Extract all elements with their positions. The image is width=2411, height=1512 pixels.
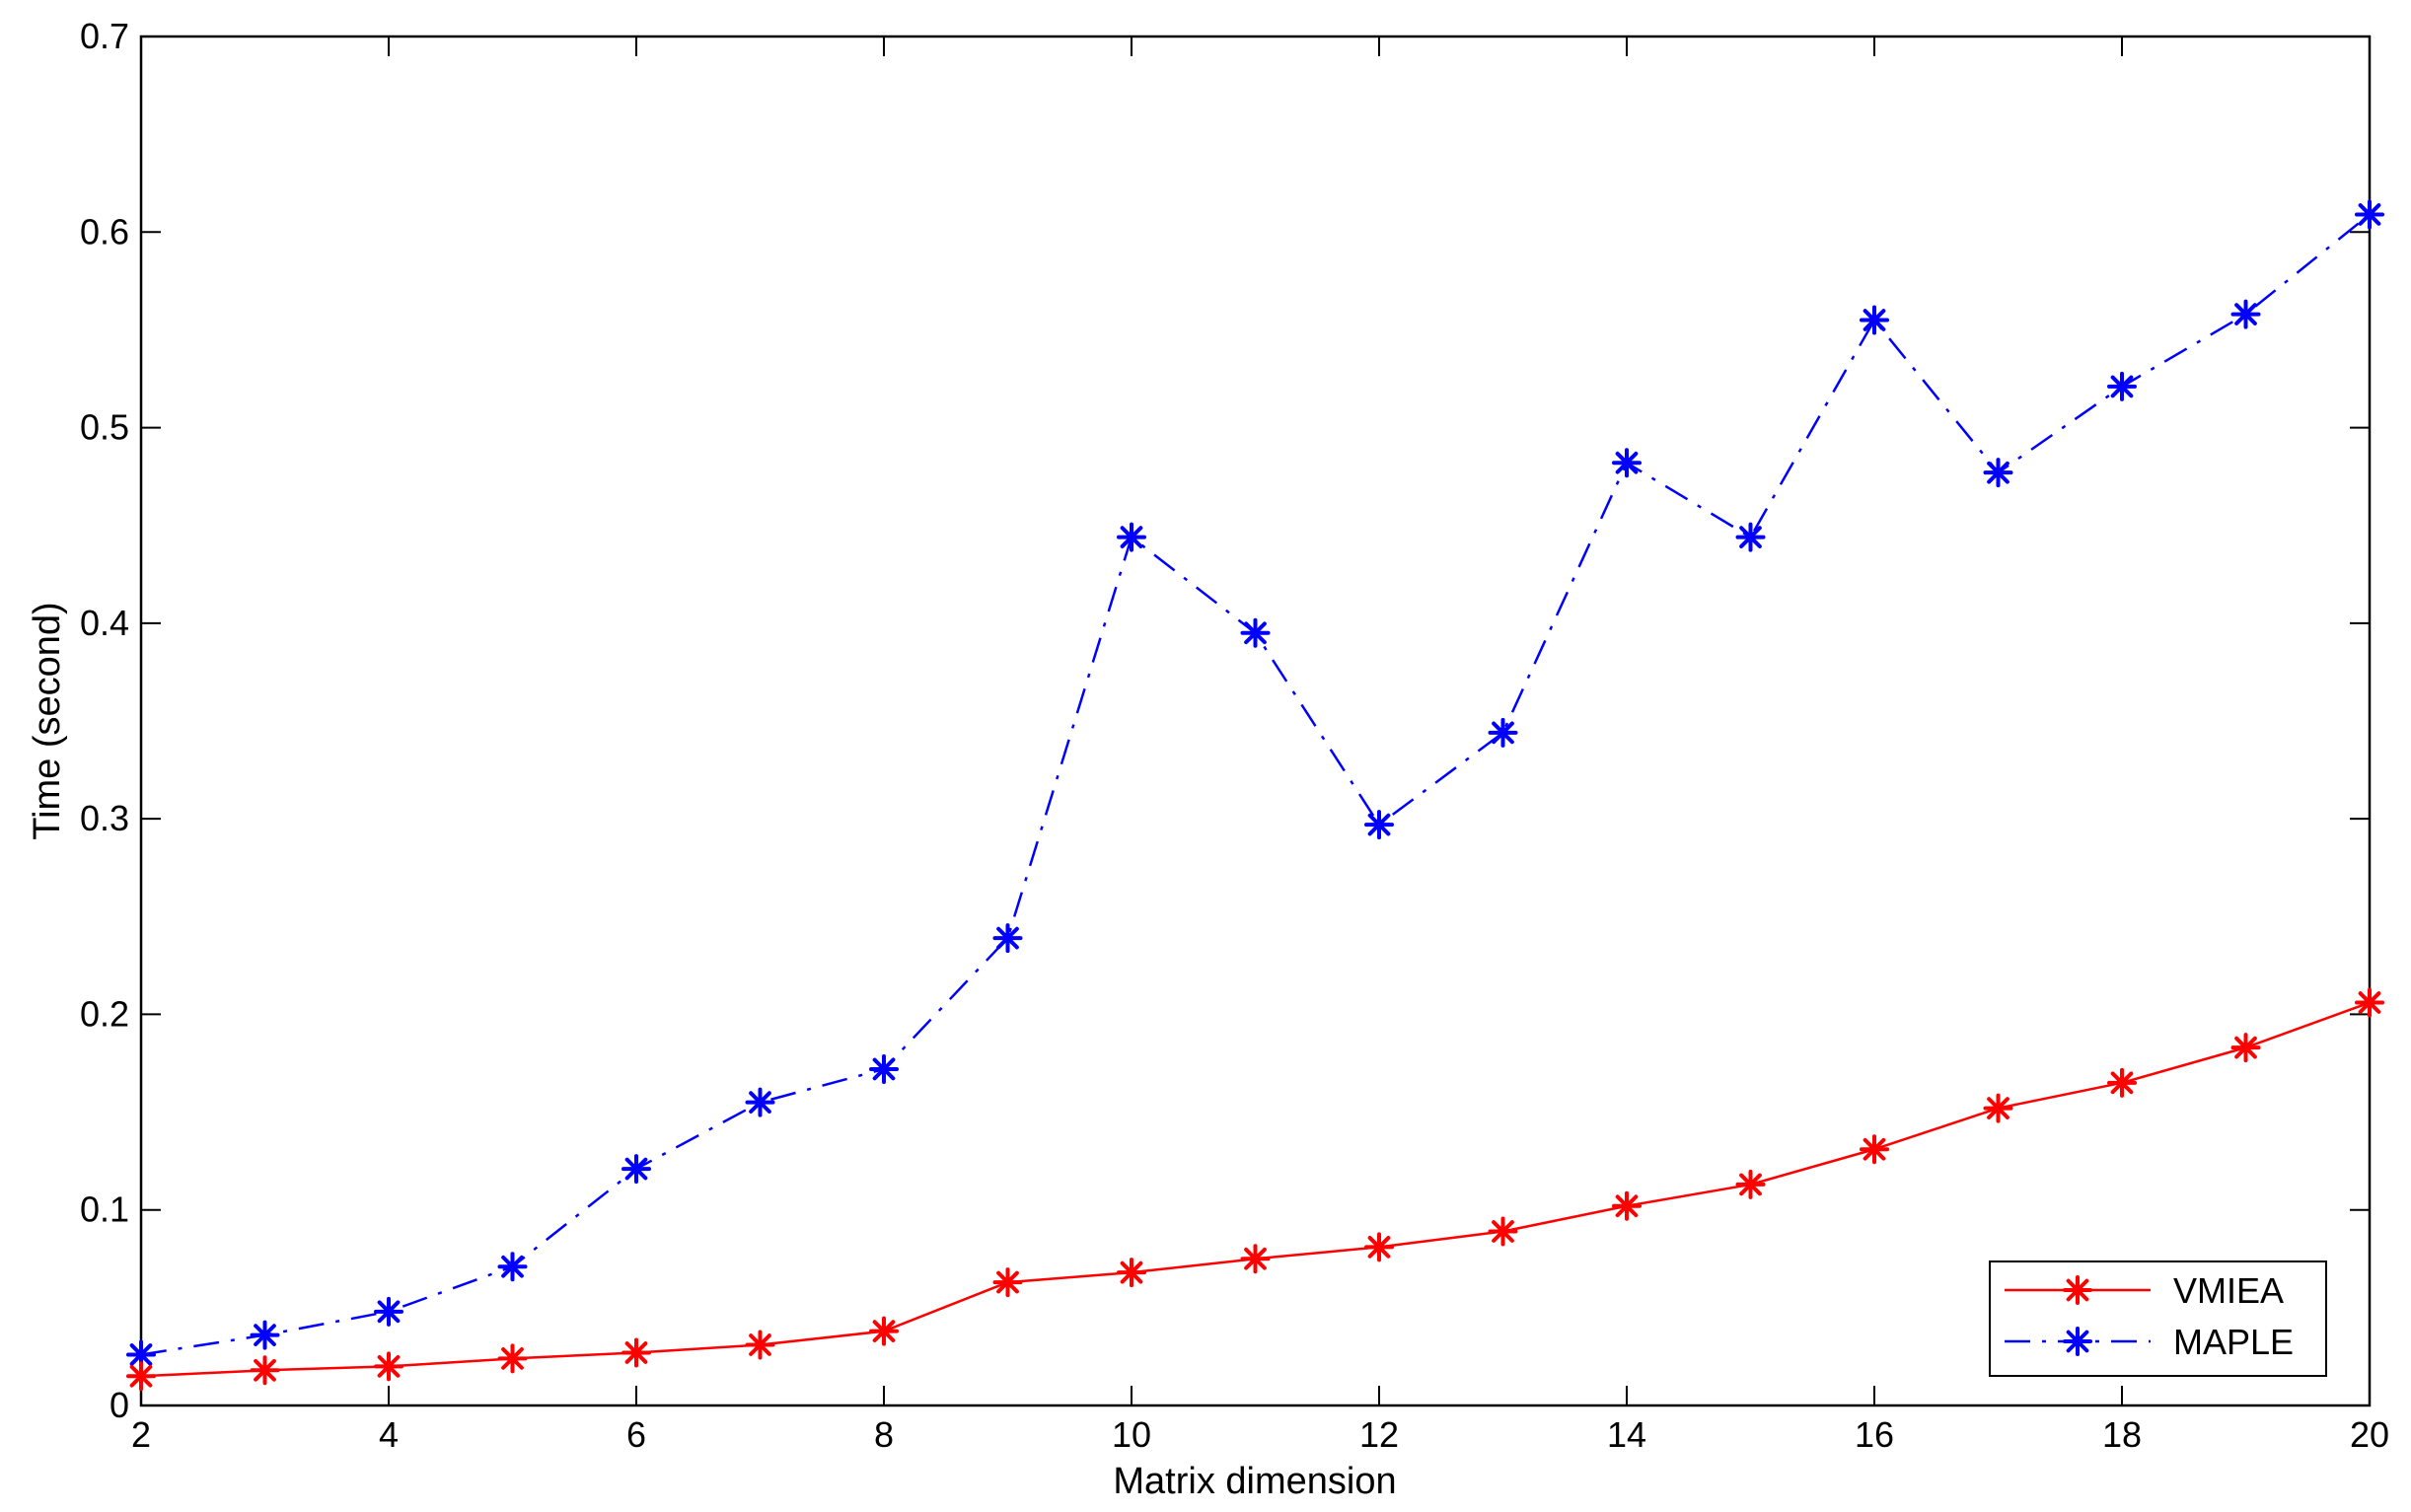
data-point-vmiea xyxy=(374,1351,403,1382)
y-tick-label: 0.3 xyxy=(80,798,129,838)
x-tick-label: 8 xyxy=(874,1414,894,1455)
data-point-vmiea xyxy=(992,1267,1023,1298)
data-point-vmiea xyxy=(621,1337,651,1368)
series-maple xyxy=(126,199,2384,1370)
y-tick-label: 0.4 xyxy=(80,603,129,643)
legend: VMIEA MAPLE xyxy=(1989,1260,2327,1377)
data-point-maple xyxy=(2107,371,2137,401)
y-tick-label: 0.7 xyxy=(80,16,129,56)
data-point-maple xyxy=(1983,458,2013,488)
legend-asterisk-icon xyxy=(2063,1327,2092,1356)
data-point-maple xyxy=(1612,448,1642,478)
legend-label-maple: MAPLE xyxy=(2173,1322,2294,1362)
data-point-vmiea xyxy=(745,1330,775,1360)
axis-tick-labels: 2 4 6 8 10 12 14 16 18 20 0 0.1 0.2 0.3 0.4 0.5 0.6 0.7 xyxy=(80,16,2389,1455)
y-tick-label: 0.5 xyxy=(80,407,129,448)
data-point-maple xyxy=(1117,522,1146,552)
data-point-vmiea xyxy=(250,1355,280,1386)
y-axis-label: Time (second) xyxy=(27,602,68,839)
x-tick-label: 16 xyxy=(1855,1414,1894,1455)
data-point-vmiea xyxy=(2355,987,2384,1018)
x-tick-label: 2 xyxy=(131,1414,151,1455)
y-tick-label: 0 xyxy=(110,1385,129,1425)
data-point-maple xyxy=(2355,199,2384,230)
data-point-vmiea xyxy=(1364,1232,1394,1262)
data-point-maple xyxy=(497,1252,528,1282)
series-vmiea xyxy=(126,987,2384,1392)
data-point-maple xyxy=(1860,305,1889,335)
x-axis-label: Matrix dimension xyxy=(1113,1461,1396,1502)
data-point-vmiea xyxy=(869,1316,899,1346)
x-tick-label: 14 xyxy=(1607,1414,1646,1455)
x-tick-label: 10 xyxy=(1112,1414,1151,1455)
y-tick-label: 0.2 xyxy=(80,993,129,1034)
x-tick-label: 6 xyxy=(626,1414,646,1455)
data-point-vmiea xyxy=(1735,1169,1766,1199)
data-point-vmiea xyxy=(1860,1134,1889,1165)
y-tick-label: 0.6 xyxy=(80,211,129,252)
data-point-vmiea xyxy=(126,1361,156,1392)
data-point-maple xyxy=(1488,717,1518,748)
data-point-vmiea xyxy=(1240,1244,1271,1274)
series-layer xyxy=(126,199,2384,1392)
data-point-maple xyxy=(1364,810,1394,840)
data-point-vmiea xyxy=(1983,1093,2013,1123)
data-point-maple xyxy=(992,923,1023,954)
data-point-vmiea xyxy=(1612,1190,1642,1221)
legend-box xyxy=(1989,1260,2327,1377)
data-point-maple xyxy=(1735,522,1766,552)
data-point-vmiea xyxy=(1488,1216,1518,1247)
data-point-maple xyxy=(745,1087,775,1117)
data-point-vmiea xyxy=(1117,1258,1146,1288)
x-tick-label: 20 xyxy=(2350,1414,2389,1455)
y-tick-label: 0.1 xyxy=(80,1189,129,1230)
legend-marker-vmiea xyxy=(2063,1275,2092,1305)
data-point-maple xyxy=(869,1053,899,1084)
x-tick-label: 18 xyxy=(2102,1414,2142,1455)
data-point-vmiea xyxy=(497,1343,528,1374)
legend-marker-maple xyxy=(2063,1327,2092,1356)
x-tick-label: 12 xyxy=(1359,1414,1399,1455)
legend-label-vmiea: VMIEA xyxy=(2173,1270,2284,1311)
data-point-maple xyxy=(374,1296,403,1327)
legend-asterisk-icon xyxy=(2063,1275,2092,1305)
x-tick-label: 4 xyxy=(379,1414,399,1455)
data-point-maple xyxy=(621,1154,651,1185)
data-point-maple xyxy=(1240,617,1271,648)
plot-area-frame xyxy=(139,35,2372,1407)
data-point-vmiea xyxy=(2230,1033,2261,1063)
data-point-maple xyxy=(2230,299,2261,329)
data-point-maple xyxy=(250,1320,280,1350)
data-point-vmiea xyxy=(2107,1067,2137,1098)
